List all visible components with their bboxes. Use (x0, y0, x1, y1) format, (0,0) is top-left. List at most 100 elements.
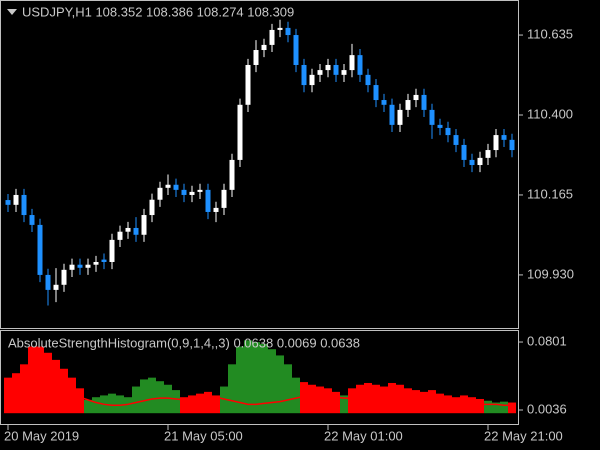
signal-line (7, 387, 512, 406)
candle-body (421, 94, 427, 110)
candle-body (93, 261, 99, 265)
histogram-bar (212, 395, 220, 414)
histogram-bar (188, 395, 196, 414)
indicator-panel-frame (0, 330, 519, 425)
y-tick-label: 110.635 (527, 26, 573, 41)
histogram-bar (180, 397, 188, 414)
candle-body (429, 109, 435, 125)
candle-body (197, 189, 203, 192)
candle-body (221, 189, 227, 208)
histogram-bar (412, 390, 420, 414)
histogram-bar (36, 346, 44, 414)
candle-body (381, 100, 387, 105)
histogram-bar (236, 346, 244, 414)
histogram-bar (140, 379, 148, 414)
candle-body (477, 157, 483, 166)
candle-body (189, 191, 195, 195)
histogram-bar (252, 342, 260, 414)
candle-body (509, 139, 515, 151)
candle-body (125, 227, 131, 232)
histogram-bar (92, 397, 100, 414)
histogram-bar (484, 400, 492, 414)
histogram-bar (444, 395, 452, 414)
candle-body (277, 27, 283, 30)
candle-body (69, 264, 75, 270)
histogram-bar (364, 382, 372, 414)
candle-body (229, 159, 235, 190)
candle-body (341, 70, 347, 75)
candle-body (365, 74, 371, 86)
histogram-bar (28, 346, 36, 414)
histogram-bar (372, 384, 380, 414)
candle-body (45, 274, 51, 290)
candle-body (357, 55, 363, 75)
candle-body (77, 264, 83, 268)
candle-body (325, 64, 331, 71)
candle-body (437, 124, 443, 128)
candle-body (85, 264, 91, 268)
x-tick-label: 20 May 2019 (4, 428, 79, 443)
candle-body (13, 194, 19, 205)
histogram-bar (324, 388, 332, 414)
candle-body (293, 35, 299, 65)
y-tick-label: 0.0036 (527, 401, 567, 416)
histogram-bar (44, 352, 52, 414)
candle-body (413, 94, 419, 101)
histogram-bar (20, 364, 28, 414)
x-tick-label: 22 May 01:00 (324, 428, 403, 443)
candle-body (285, 27, 291, 36)
candle-body (181, 189, 187, 195)
candle-body (253, 50, 259, 65)
candle-body (373, 85, 379, 101)
histogram-bar (276, 355, 284, 414)
histogram-bar (76, 388, 84, 414)
candle-body (101, 259, 107, 262)
candle-body (485, 150, 491, 158)
histogram-bar (268, 349, 276, 414)
x-tick-label: 21 May 05:00 (164, 428, 243, 443)
candle-body (109, 239, 115, 262)
candle-body (5, 200, 11, 205)
candle-body (237, 104, 243, 160)
histogram-bar (132, 386, 140, 414)
menu-triangle[interactable] (7, 9, 17, 15)
candle-body (133, 227, 139, 235)
y-tick-label: 110.400 (527, 106, 573, 121)
candle-body (493, 135, 499, 151)
histogram-bar (204, 391, 212, 414)
candle-body (29, 215, 35, 225)
histogram-bar (428, 390, 436, 414)
candle-body (37, 224, 43, 275)
candle-body (157, 187, 163, 200)
candle-body (461, 144, 467, 160)
candle-body (205, 189, 211, 212)
y-tick-label: 109.930 (527, 266, 574, 281)
histogram-bar (436, 393, 444, 414)
y-tick-label: 110.165 (527, 186, 573, 201)
candle-body (173, 184, 179, 190)
histogram-bar (116, 395, 124, 414)
candle-body (309, 74, 315, 86)
histogram-bar (356, 384, 364, 414)
candle-body (501, 135, 507, 140)
histogram-bar (156, 381, 164, 414)
candle-body (61, 269, 67, 285)
candle-body (301, 64, 307, 86)
histogram-bar (316, 386, 324, 414)
candle-body (469, 159, 475, 166)
histogram-bar (4, 377, 12, 414)
histogram-bar (196, 393, 204, 414)
histogram-bar (172, 390, 180, 414)
histogram-bar (348, 388, 356, 414)
histogram-bar (420, 391, 428, 414)
histogram-bar (300, 382, 308, 414)
candle-body (333, 64, 339, 75)
candle-body (149, 199, 155, 216)
histogram-bar (84, 399, 92, 414)
candle-body (53, 284, 59, 290)
histogram-bar (452, 397, 460, 414)
candle-body (269, 29, 275, 45)
histogram-bar (500, 401, 508, 414)
